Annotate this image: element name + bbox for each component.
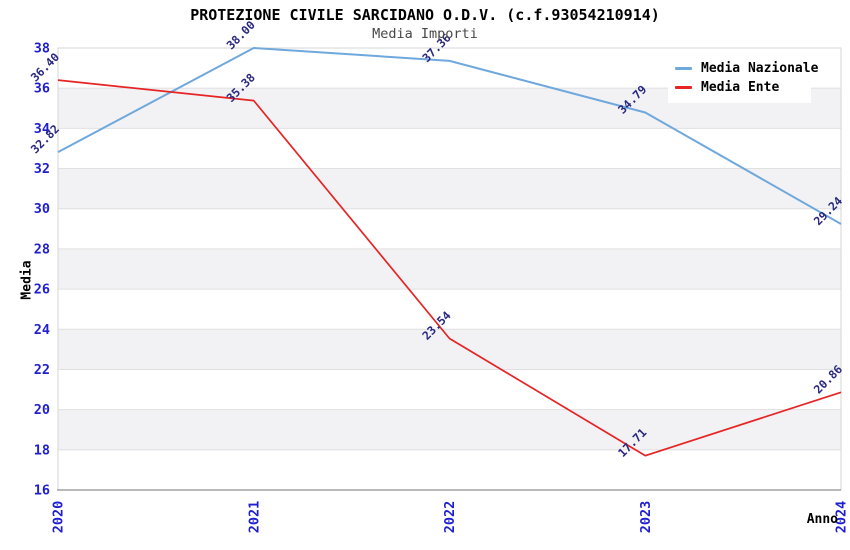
legend-item-media-nazionale: Media Nazionale (675, 59, 818, 78)
x-axis-title: Anno (806, 512, 838, 527)
y-tick-label: 34 (34, 121, 50, 137)
legend-swatch-line-icon (675, 67, 692, 70)
x-tick-label: 2021 (246, 501, 262, 534)
y-tick-label: 28 (34, 241, 50, 257)
series-line-media-ente (57, 79, 842, 457)
x-tick-label: 2022 (442, 501, 458, 534)
y-tick-label: 26 (34, 282, 50, 298)
y-tick-label: 32 (34, 161, 50, 177)
series-line-media-nazionale (57, 47, 842, 225)
y-tick-label: 16 (34, 483, 50, 499)
x-tick-label: 2020 (51, 501, 67, 534)
x-tick-label: 2023 (638, 501, 654, 534)
plot-band (58, 409, 841, 450)
x-tick-label: 2024 (834, 501, 850, 534)
y-tick-label: 20 (34, 402, 50, 418)
plot-band (58, 168, 841, 209)
legend: Media Nazionale Media Ente (668, 54, 818, 103)
y-tick-label: 36 (34, 81, 50, 97)
plot-band (58, 329, 841, 370)
y-tick-label: 22 (34, 362, 50, 378)
y-tick-label: 24 (34, 322, 50, 338)
y-tick-label: 18 (34, 442, 50, 458)
legend-item-media-ente: Media Ente (675, 78, 807, 97)
chart-title: PROTEZIONE CIVILE SARCIDANO O.D.V. (c.f.… (190, 6, 660, 24)
plot-band (58, 248, 841, 290)
y-axis-title: Media (19, 260, 35, 300)
legend-swatch-line-icon (675, 86, 692, 89)
chart-subtitle: Media Importi (372, 26, 478, 42)
legend-label-media-nazionale: Media Nazionale (701, 61, 819, 76)
y-tick-label: 38 (34, 41, 50, 57)
y-tick-label: 30 (34, 201, 50, 217)
legend-label-media-ente: Media Ente (701, 80, 780, 95)
